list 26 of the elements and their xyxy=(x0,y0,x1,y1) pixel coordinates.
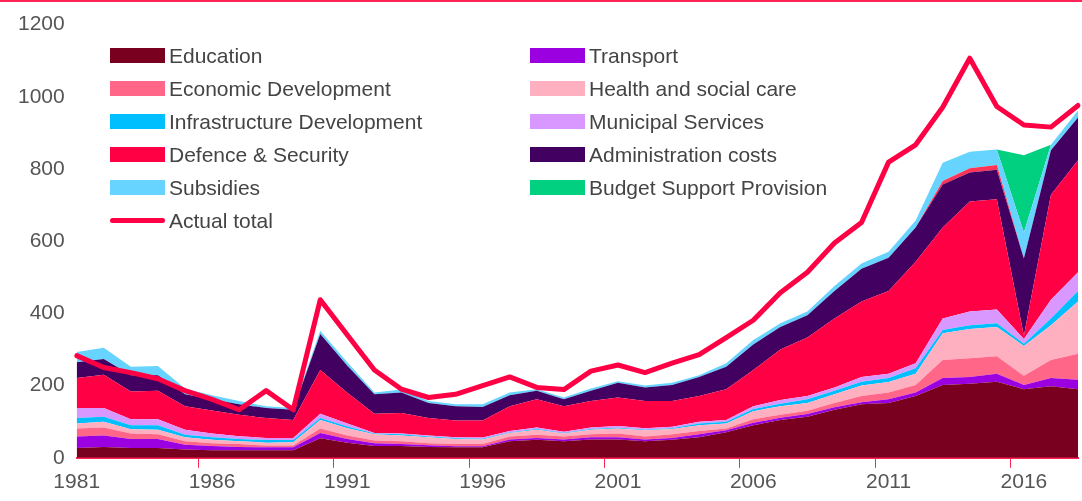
x-tick-label: 2016 xyxy=(1000,469,1048,493)
y-tick-label: 600 xyxy=(29,228,65,251)
x-tick-label: 1991 xyxy=(323,469,371,493)
y-tick-label: 200 xyxy=(29,372,65,396)
y-tick-label: 1000 xyxy=(18,83,65,107)
legend-label: Transport xyxy=(589,43,679,68)
x-tick-label: 2006 xyxy=(729,469,777,493)
x-tick-label: 1981 xyxy=(53,469,101,493)
legend-label: Health and social care xyxy=(589,76,797,101)
x-tick-label: 2011 xyxy=(865,469,912,493)
legend-label: Administration costs xyxy=(589,142,777,167)
y-tick-label: 800 xyxy=(29,155,65,179)
legend-label: Education xyxy=(169,43,263,68)
legend-label: Actual total xyxy=(169,208,273,233)
legend-label: Municipal Services xyxy=(589,109,765,134)
legend-label: Budget Support Provision xyxy=(589,175,828,200)
legend-label: Infrastructure Development xyxy=(169,109,423,134)
y-tick-label: 1200 xyxy=(18,11,65,35)
legend-label: Economic Development xyxy=(169,76,391,101)
legend-label: Subsidies xyxy=(169,175,261,200)
x-tick-label: 1996 xyxy=(459,469,506,493)
legend-label: Defence & Security xyxy=(169,142,349,167)
y-tick-label: 400 xyxy=(29,300,65,324)
x-tick-label: 2001 xyxy=(594,469,642,493)
x-tick-label: 1986 xyxy=(188,469,236,493)
y-tick-label: 0 xyxy=(53,444,65,468)
